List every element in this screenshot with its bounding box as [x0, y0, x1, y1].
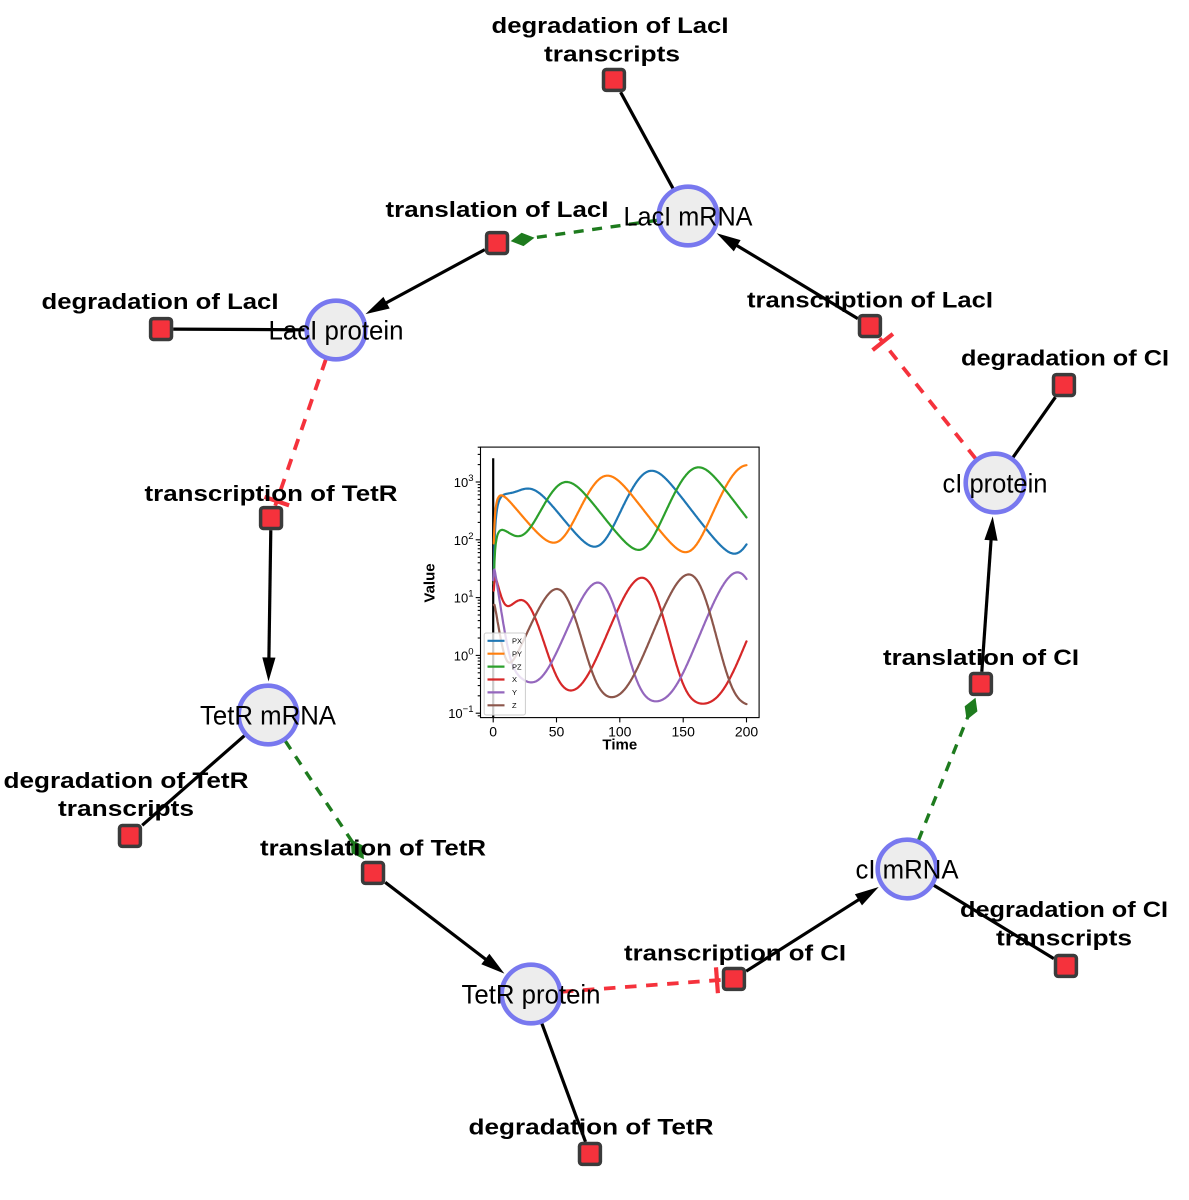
svg-text:LacI protein: LacI protein — [269, 316, 404, 346]
svg-text:100: 100 — [608, 724, 632, 740]
svg-text:degradation of LacI: degradation of LacI — [42, 289, 279, 314]
svg-text:cI mRNA: cI mRNA — [856, 855, 959, 885]
svg-text:degradation of LacI: degradation of LacI — [492, 13, 729, 38]
svg-text:translation of LacI: translation of LacI — [386, 197, 609, 222]
svg-text:200: 200 — [735, 724, 759, 740]
svg-text:degradation of CI: degradation of CI — [960, 897, 1168, 922]
svg-text:TetR protein: TetR protein — [462, 980, 601, 1010]
svg-text:PZ: PZ — [512, 662, 522, 671]
svg-text:100: 100 — [454, 646, 474, 663]
svg-text:0: 0 — [489, 724, 497, 740]
svg-text:translation of CI: translation of CI — [883, 645, 1079, 670]
svg-text:translation of TetR: translation of TetR — [260, 835, 486, 860]
svg-text:cI protein: cI protein — [943, 469, 1048, 499]
svg-text:Y: Y — [512, 688, 517, 697]
svg-text:transcripts: transcripts — [58, 796, 194, 821]
svg-text:150: 150 — [672, 724, 696, 740]
svg-text:transcription of CI: transcription of CI — [624, 940, 846, 965]
svg-text:LacI mRNA: LacI mRNA — [624, 202, 753, 232]
svg-text:degradation of CI: degradation of CI — [961, 346, 1169, 371]
svg-text:degradation of TetR: degradation of TetR — [469, 1115, 714, 1140]
svg-text:TetR mRNA: TetR mRNA — [200, 701, 336, 731]
svg-text:PX: PX — [512, 637, 522, 646]
svg-text:102: 102 — [454, 531, 474, 548]
svg-text:10−1: 10−1 — [448, 704, 473, 721]
svg-text:PY: PY — [512, 649, 522, 658]
svg-text:degradation of TetR: degradation of TetR — [4, 768, 249, 793]
svg-text:transcripts: transcripts — [544, 42, 680, 67]
svg-text:transcription of LacI: transcription of LacI — [747, 288, 993, 313]
svg-text:transcripts: transcripts — [996, 926, 1132, 951]
svg-text:transcription of TetR: transcription of TetR — [145, 481, 398, 506]
svg-text:103: 103 — [454, 473, 474, 490]
svg-text:X: X — [512, 675, 517, 684]
svg-text:50: 50 — [549, 724, 565, 740]
svg-text:Value: Value — [422, 563, 439, 602]
svg-text:Z: Z — [512, 701, 517, 710]
svg-text:101: 101 — [454, 589, 474, 606]
svg-text:Time: Time — [602, 737, 637, 754]
